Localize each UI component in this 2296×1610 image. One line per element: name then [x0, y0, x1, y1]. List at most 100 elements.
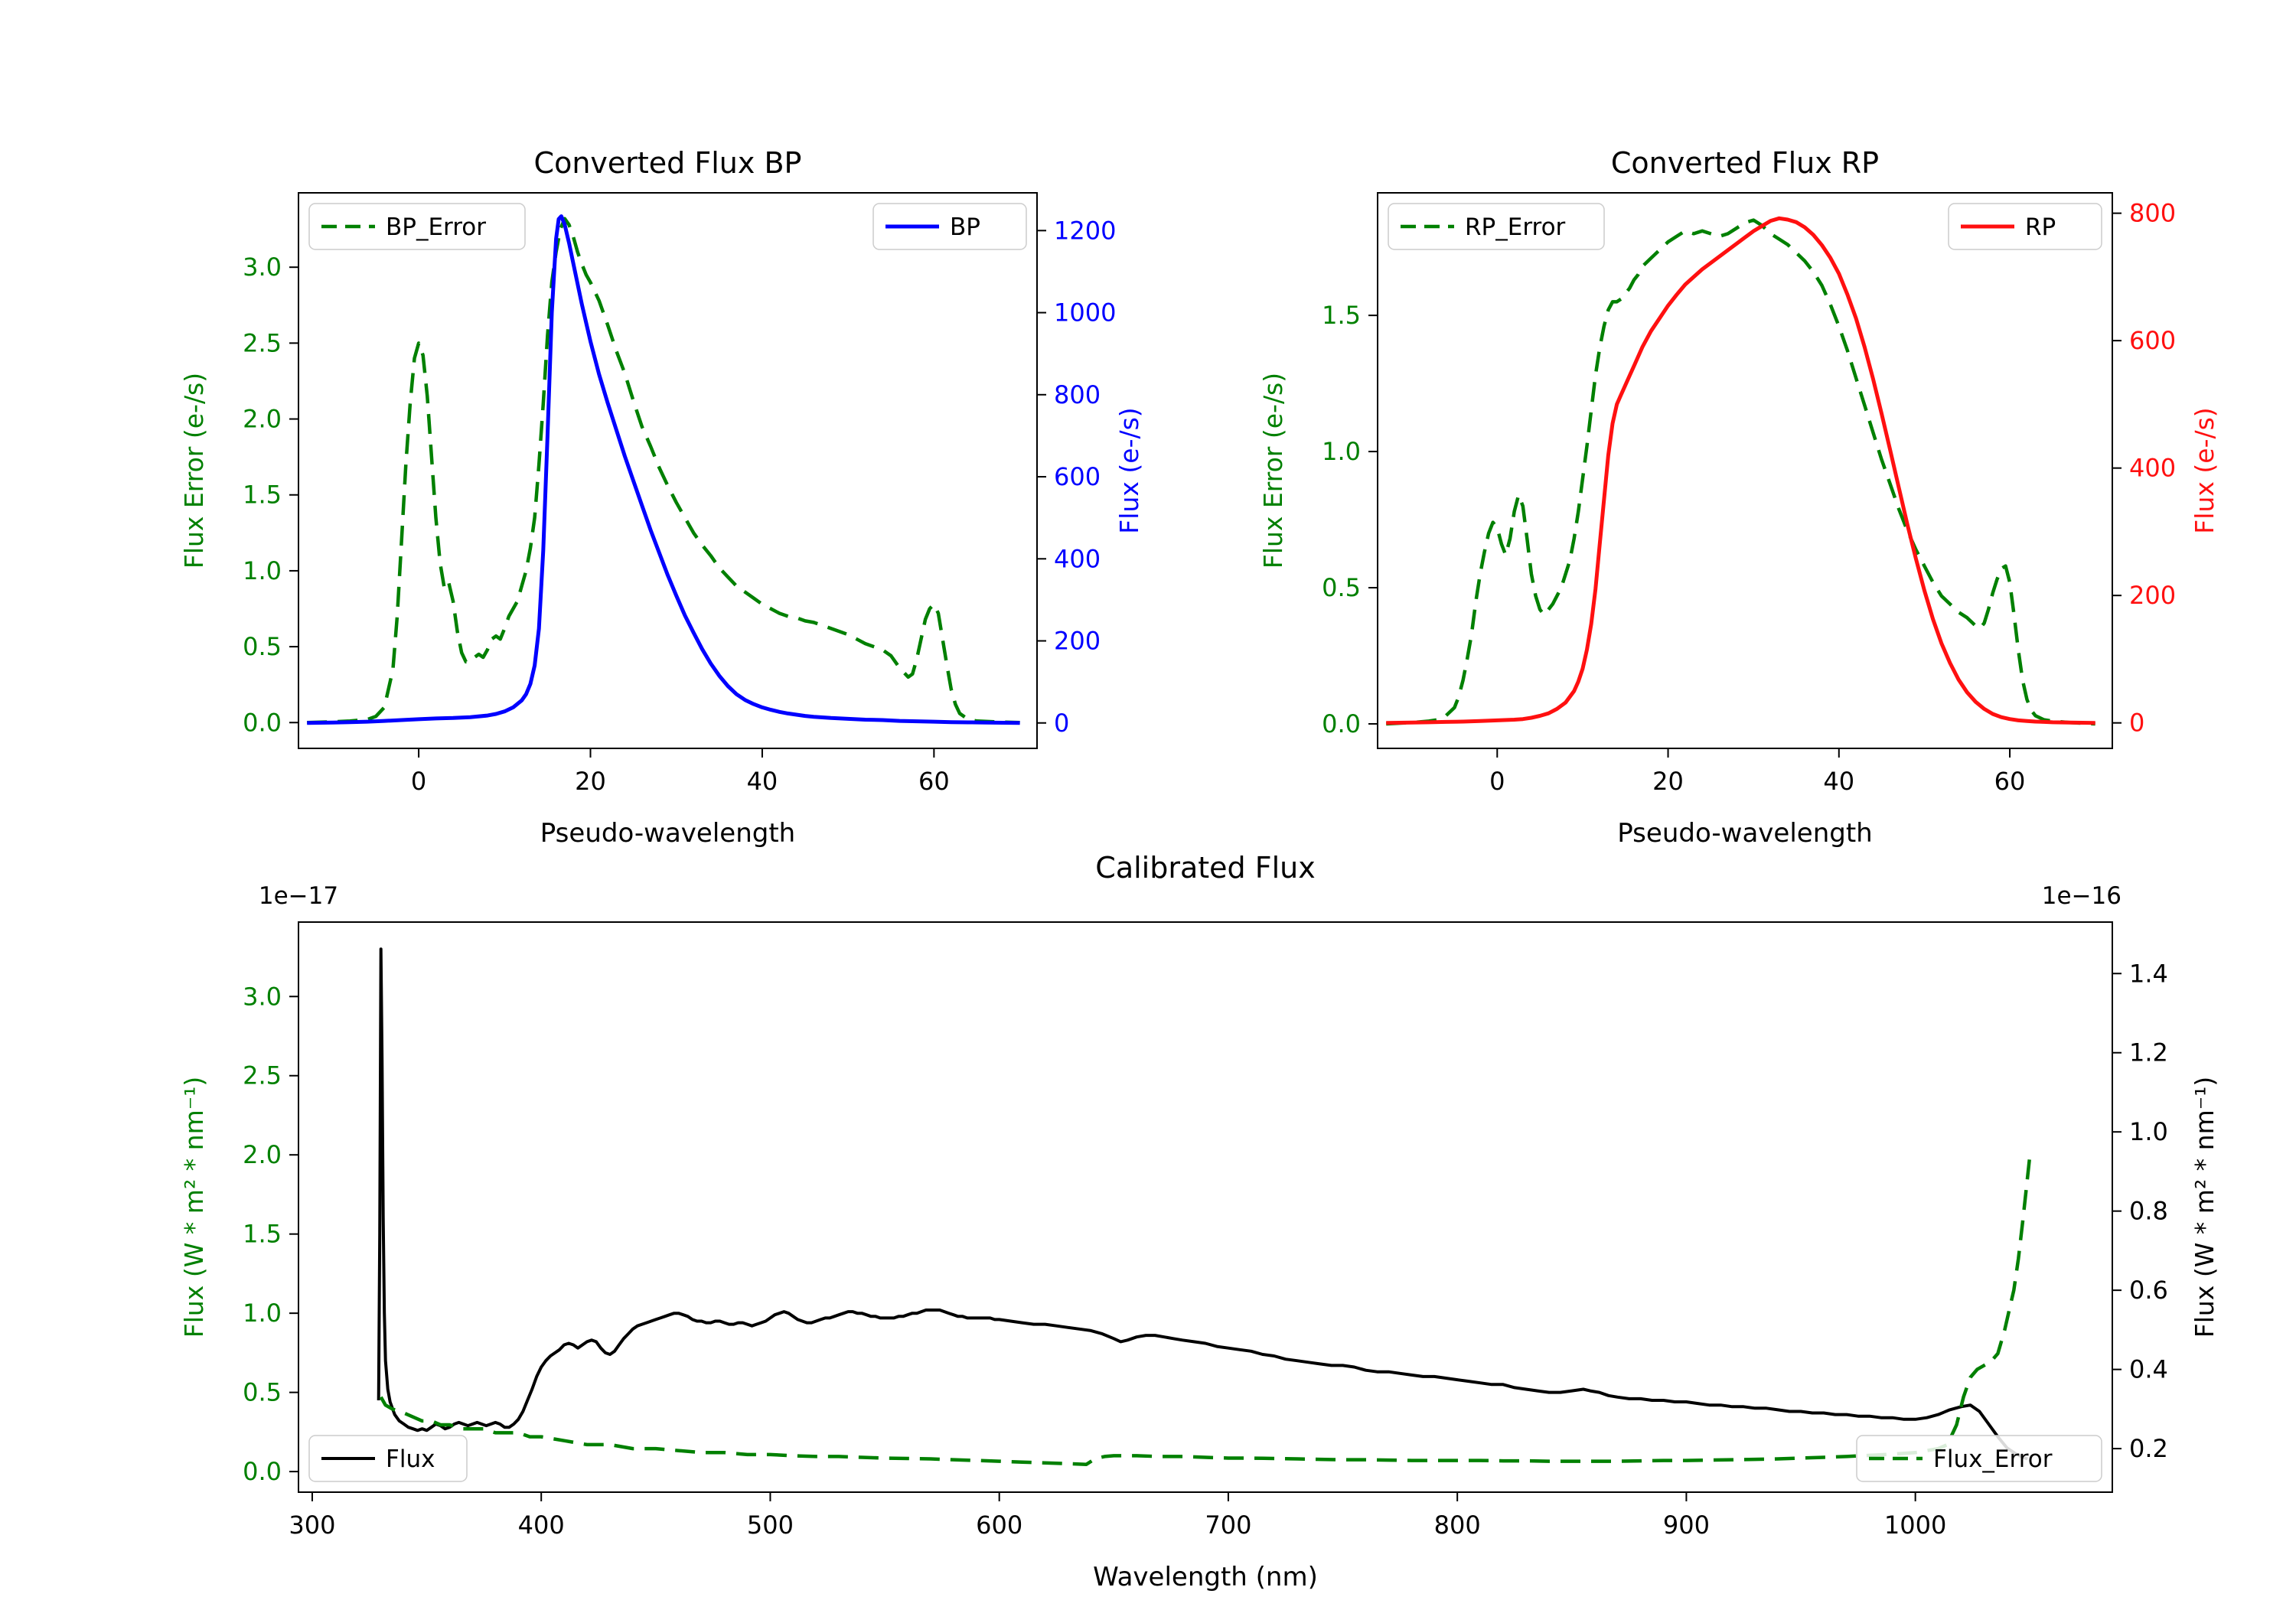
y-tick-label-left: 1.5	[243, 481, 282, 510]
y-tick-label-left: 2.5	[243, 1061, 282, 1090]
y-tick-label-left: 0.5	[243, 1378, 282, 1407]
legend-bp-error: BP_Error	[308, 203, 526, 250]
series-line-bp	[307, 214, 1020, 725]
y-tick-label-right: 400	[2129, 454, 2176, 483]
right-axis-label: Flux (e-/s)	[1114, 407, 1144, 533]
y-tick-label-right: 1.2	[2129, 1038, 2168, 1067]
series-group-rp	[1386, 216, 2095, 726]
legend-label: Flux	[386, 1445, 435, 1473]
chart-title: Converted Flux BP	[534, 146, 802, 180]
y-tick-label-left: 1.5	[1322, 301, 1361, 330]
legend-label: RP_Error	[1465, 213, 1566, 241]
x-tick-label: 700	[1205, 1511, 1251, 1540]
legend-rp: RP	[1948, 203, 2102, 250]
right-axis-label: Flux (e-/s)	[2190, 407, 2219, 533]
legend-label: Flux_Error	[1933, 1445, 2053, 1473]
x-tick-label: 900	[1663, 1511, 1710, 1540]
legend-label: BP_Error	[386, 213, 486, 241]
y-tick-label-left: 1.0	[243, 556, 282, 585]
y-tick-label-left: 0.5	[1322, 573, 1361, 602]
y-tick-label-left: 3.0	[243, 253, 282, 282]
axes-frame	[298, 921, 2113, 1493]
y-tick-label-right: 400	[1054, 544, 1101, 573]
series-line-bp-error	[307, 217, 1020, 725]
y-tick-label-left: 0.0	[243, 708, 282, 737]
x-tick-label: 400	[518, 1511, 565, 1540]
series-line-flux-error	[379, 1159, 2031, 1467]
y-tick-label-right: 0	[2129, 709, 2144, 738]
legend-label: RP	[2025, 213, 2056, 241]
y-tick-label-right: 0.2	[2129, 1434, 2168, 1463]
y-tick-label-right: 200	[2129, 581, 2176, 610]
x-tick-label: 1000	[1884, 1511, 1946, 1540]
legend-flux: Flux	[308, 1435, 468, 1482]
y-tick-label-left: 1.5	[243, 1220, 282, 1249]
x-tick-label: 300	[289, 1511, 335, 1540]
x-tick-label: 600	[976, 1511, 1022, 1540]
y-tick-label-left: 0.5	[243, 632, 282, 661]
y-tick-label-right: 1000	[1054, 298, 1116, 328]
x-axis-label: Pseudo-wavelength	[1617, 818, 1872, 849]
legend-box	[1948, 203, 2102, 250]
legend-flux-error: Flux_Error	[1856, 1435, 2102, 1482]
y-tick-label-left: 2.0	[243, 405, 282, 434]
x-tick-label: 60	[1994, 767, 2026, 796]
chart-title: Converted Flux RP	[1611, 146, 1879, 180]
y-tick-label-right: 0	[1054, 709, 1069, 738]
chart-title: Calibrated Flux	[1095, 851, 1315, 885]
series-group-cal	[377, 947, 2031, 1467]
y-tick-label-left: 0.0	[243, 1457, 282, 1486]
x-axis-label: Pseudo-wavelength	[540, 818, 795, 849]
y-tick-label-left: 0.0	[1322, 709, 1361, 738]
x-tick-label: 40	[1823, 767, 1854, 796]
y-tick-label-right: 1.0	[2129, 1117, 2168, 1146]
y-tick-label-right: 0.6	[2129, 1276, 2168, 1305]
y-tick-label-right: 0.4	[2129, 1355, 2168, 1384]
y-tick-label-left: 1.0	[1322, 437, 1361, 466]
legend-bp: BP	[872, 203, 1027, 250]
legend-label: BP	[950, 213, 980, 241]
series-line-rp	[1386, 216, 2095, 725]
x-tick-label: 20	[575, 767, 606, 796]
chart-calibrated-flux: 300 400 500 600 700 800 900 1000 0.0 0.5 1.0 1.5 2.0…	[179, 851, 2219, 1592]
legend-box	[308, 1435, 468, 1482]
y-tick-label-right: 1200	[1054, 216, 1116, 245]
y-tick-label-right: 800	[2129, 199, 2176, 228]
left-axis-label: Flux (W * m² * nm⁻¹)	[179, 1077, 209, 1338]
chart-converted-flux-rp: 0 20 40 60 0.0 0.5 1.0 1.5 Flux Error (e-/s) 0 200…	[1258, 146, 2219, 849]
x-tick-label: 20	[1652, 767, 1684, 796]
legend-box	[872, 203, 1027, 250]
y-tick-label-right: 1.4	[2129, 959, 2168, 988]
left-offset-label: 1e−17	[259, 882, 338, 910]
x-tick-label: 0	[411, 767, 426, 796]
left-axis-label: Flux Error (e-/s)	[1258, 373, 1288, 569]
y-tick-label-right: 600	[2129, 326, 2176, 355]
series-line-rp-error	[1386, 218, 2095, 726]
legend-box	[1388, 203, 1605, 250]
axes-frame	[1377, 192, 2113, 749]
y-tick-label-right: 0.8	[2129, 1197, 2168, 1226]
y-tick-label-left: 2.5	[243, 328, 282, 357]
y-tick-label-right: 600	[1054, 462, 1101, 491]
x-tick-label: 60	[918, 767, 950, 796]
left-axis-label: Flux Error (e-/s)	[179, 373, 209, 569]
series-line-flux	[377, 947, 2028, 1461]
y-tick-label-right: 200	[1054, 627, 1101, 656]
legend-rp-error: RP_Error	[1388, 203, 1605, 250]
x-axis-label: Wavelength (nm)	[1093, 1562, 1318, 1592]
x-tick-label: 0	[1489, 767, 1505, 796]
series-group-bp	[307, 214, 1020, 725]
x-tick-label: 800	[1434, 1511, 1481, 1540]
right-axis-label: Flux (W * m² * nm⁻¹)	[2190, 1077, 2219, 1338]
y-tick-label-left: 2.0	[243, 1140, 282, 1169]
y-tick-label-left: 1.0	[243, 1299, 282, 1328]
legend-box	[308, 203, 526, 250]
x-tick-label: 500	[747, 1511, 794, 1540]
y-tick-label-left: 3.0	[243, 982, 282, 1011]
right-offset-label: 1e−16	[2042, 882, 2122, 910]
x-tick-label: 40	[747, 767, 778, 796]
axes-frame	[298, 192, 1038, 749]
chart-converted-flux-bp: 0 20 40 60 0.0 0.5 1.0 1.5 2.0 2.5 3.0 Flux Error (…	[179, 146, 1144, 849]
